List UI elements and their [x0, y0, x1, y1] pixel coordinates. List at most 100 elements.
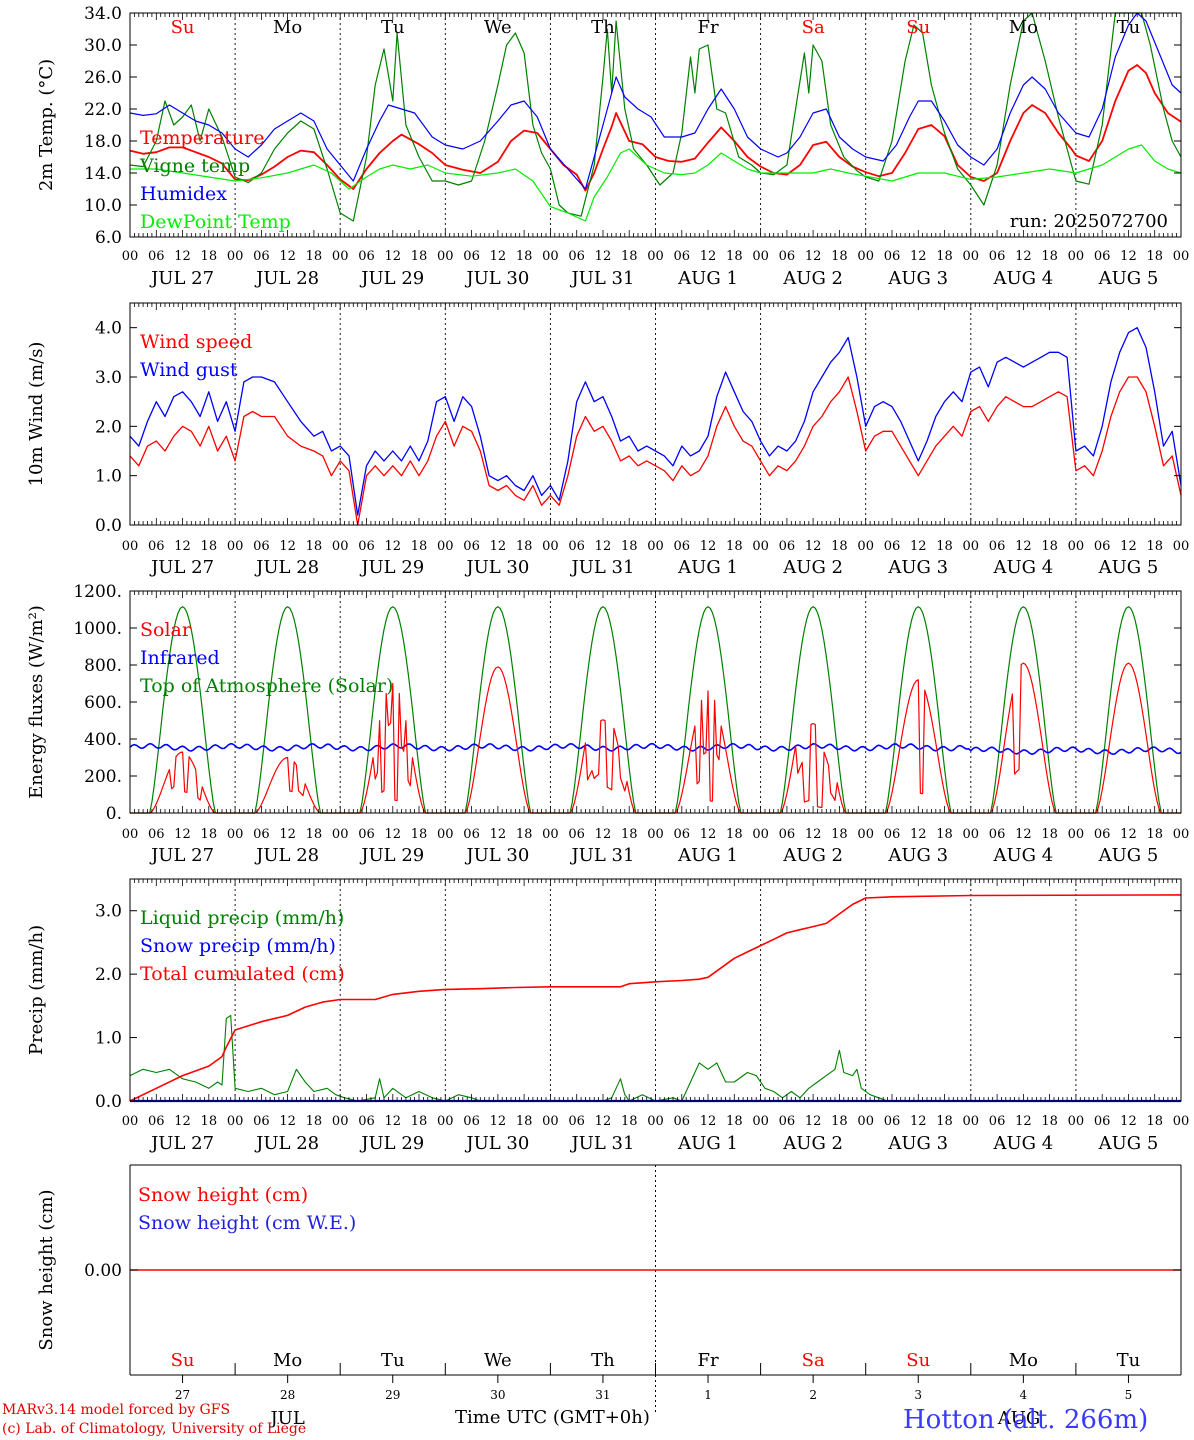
panel-1-date-label: JUL 29: [359, 268, 424, 289]
panel-1-ytick-label: 34.0: [84, 4, 122, 24]
panel-3-hour-tick-label: 06: [989, 827, 1006, 842]
panel-3-date-label: JUL 27: [149, 845, 214, 866]
day-number-label: 31: [595, 1388, 610, 1402]
panel-4-date-label: JUL 30: [464, 1133, 529, 1154]
panel-4-hour-tick-label: 00: [857, 1114, 874, 1129]
panel-1-ytick-label: 30.0: [84, 36, 122, 56]
panel-3-hour-tick-label: 18: [831, 827, 848, 842]
panel-4-hour-tick-label: 06: [779, 1114, 796, 1129]
panel-2-date-label: AUG 1: [677, 557, 738, 578]
temp-series-temperature: [129, 64, 1182, 192]
panel-3-top-ticks: [129, 591, 1182, 598]
weekday-label-bottom: Mo: [273, 1350, 302, 1371]
panel-2-hour-tick-label: 12: [490, 539, 507, 554]
grid-layer: [234, 13, 1077, 1412]
weekday-label-bottom: Tu: [381, 1350, 405, 1371]
panel-1-hour-tick-label: 12: [1120, 249, 1137, 264]
panel-4-date-label: AUG 1: [677, 1133, 738, 1154]
panel-3-date-label: AUG 3: [887, 845, 948, 866]
panel-3-ytick-label: 200.: [84, 767, 122, 787]
day-number-label: 1: [704, 1388, 712, 1402]
panel-2-ytick-label: 3.0: [95, 368, 122, 388]
panel-2-ytick-label: 2.0: [95, 417, 122, 437]
panel-3-hour-tick-label: 12: [1015, 827, 1032, 842]
panel-4-legend-total-cumulated-cm-: Total cumulated (cm): [140, 963, 345, 985]
panel-2-legend-wind-gust: Wind gust: [140, 359, 238, 381]
panel-1-date-label: AUG 1: [677, 268, 738, 289]
weekday-label-bottom: Tu: [1117, 1350, 1141, 1371]
panel-1-hour-tick-label: 00: [752, 249, 769, 264]
weekday-label-top: Th: [591, 17, 615, 38]
panel-4-hour-tick-label: 18: [831, 1114, 848, 1129]
panel-4-date-label: JUL 28: [254, 1133, 319, 1154]
panel-2-hour-tick-label: 18: [201, 539, 218, 554]
panel-2-hour-tick-label: 06: [463, 539, 480, 554]
panel-3-date-label: AUG 1: [677, 845, 738, 866]
panel-1-hour-tick-label: 12: [805, 249, 822, 264]
panel-4-date-label: JUL 31: [569, 1133, 634, 1154]
panel-2-hour-tick-label: 06: [674, 539, 691, 554]
panel-3-date-label: JUL 28: [254, 845, 319, 866]
panel-2-date-label: AUG 3: [887, 557, 948, 578]
wind-series-wind-speed: [129, 376, 1182, 526]
weekday-label-top: Su: [906, 17, 930, 38]
panel-4-hour-tick-label: 18: [726, 1114, 743, 1129]
liquid-precip-series: [129, 1014, 1181, 1102]
temp-series-dewpoint-temp: [130, 144, 1182, 222]
panel-3-ylabel: Energy fluxes (W/m²): [26, 605, 47, 799]
panel-2-hour-tick-label: 00: [542, 539, 559, 554]
panel-4-ylabel: Precip (mm/h): [26, 925, 47, 1055]
panel-2-hour-tick-label: 00: [752, 539, 769, 554]
panel-1-hour-tick-label: 18: [201, 249, 218, 264]
model-credit: MARv3.14 model forced by GFS: [2, 1402, 230, 1418]
panel-4-hour-tick-label: 00: [227, 1114, 244, 1129]
panel-1-hour-tick-label: 12: [384, 249, 401, 264]
weekday-label-bottom: We: [484, 1350, 512, 1371]
weekday-label-top: Fr: [698, 17, 719, 38]
panel-4-hour-tick-label: 06: [1094, 1114, 1111, 1129]
panel-1-legend-vigne-temp: Vigne temp: [139, 155, 250, 177]
panel-4-hour-tick-label: 06: [148, 1114, 165, 1129]
panel-3-date-label: JUL 31: [569, 845, 634, 866]
panel-4-hour-tick-label: 18: [621, 1114, 638, 1129]
weekday-label-top: Mo: [273, 17, 302, 38]
panel-2-hour-tick-label: 12: [805, 539, 822, 554]
panel-1-hour-tick-label: 06: [884, 249, 901, 264]
panel-1-ytick-label: 6.0: [95, 228, 122, 248]
panel-2-top-ticks: [129, 303, 1182, 310]
panel-3-hour-tick-label: 06: [148, 827, 165, 842]
panel-3-hour-tick-label: 06: [1094, 827, 1111, 842]
panel-4-date-label: AUG 4: [992, 1133, 1053, 1154]
panel-1-hour-tick-label: 12: [910, 249, 927, 264]
footer: MARv3.14 model forced by GFS (c) Lab. of…: [2, 1402, 1148, 1437]
panel-3-hour-tick-label: 00: [332, 827, 349, 842]
panel-3-hour-tick-label: 00: [857, 827, 874, 842]
panel-3-ytick-label: 400.: [84, 730, 122, 750]
weekday-label-bottom: Mo: [1009, 1350, 1038, 1371]
panel-4-hour-tick-label: 00: [1068, 1114, 1085, 1129]
panel-2-date-label: JUL 28: [254, 557, 319, 578]
panel-3-ytick-label: 1000.: [73, 619, 122, 639]
panel-1-hour-tick-label: 06: [989, 249, 1006, 264]
panel-4-hour-tick-label: 06: [568, 1114, 585, 1129]
panel-1-hour-tick-label: 18: [411, 249, 428, 264]
panel-3-hour-tick-label: 00: [647, 827, 664, 842]
panel-3-date-label: AUG 4: [992, 845, 1053, 866]
panel-2-hour-tick-label: 06: [148, 539, 165, 554]
panel-3-hour-tick-label: 00: [1068, 827, 1085, 842]
panel-4-hour-tick-label: 06: [989, 1114, 1006, 1129]
panel-2-hour-tick-label: 18: [1146, 539, 1163, 554]
panel-3-ytick-label: 1200.: [73, 582, 122, 602]
day-number-label: 5: [1125, 1388, 1133, 1402]
weekday-label-top: Mo: [1009, 17, 1038, 38]
panel-2-hour-tick-label: 12: [700, 539, 717, 554]
panel-4-ytick-label: 2.0: [95, 965, 122, 985]
panel-4-hour-tick-label: 18: [306, 1114, 323, 1129]
weekday-label-top: Tu: [381, 17, 405, 38]
panel-2-date-label: AUG 4: [992, 557, 1053, 578]
panel-2-hour-tick-label: 00: [647, 539, 664, 554]
panel-2-hour-tick-label: 00: [857, 539, 874, 554]
day-number-label: 30: [490, 1388, 505, 1402]
panel-2-date-label: JUL 27: [149, 557, 214, 578]
